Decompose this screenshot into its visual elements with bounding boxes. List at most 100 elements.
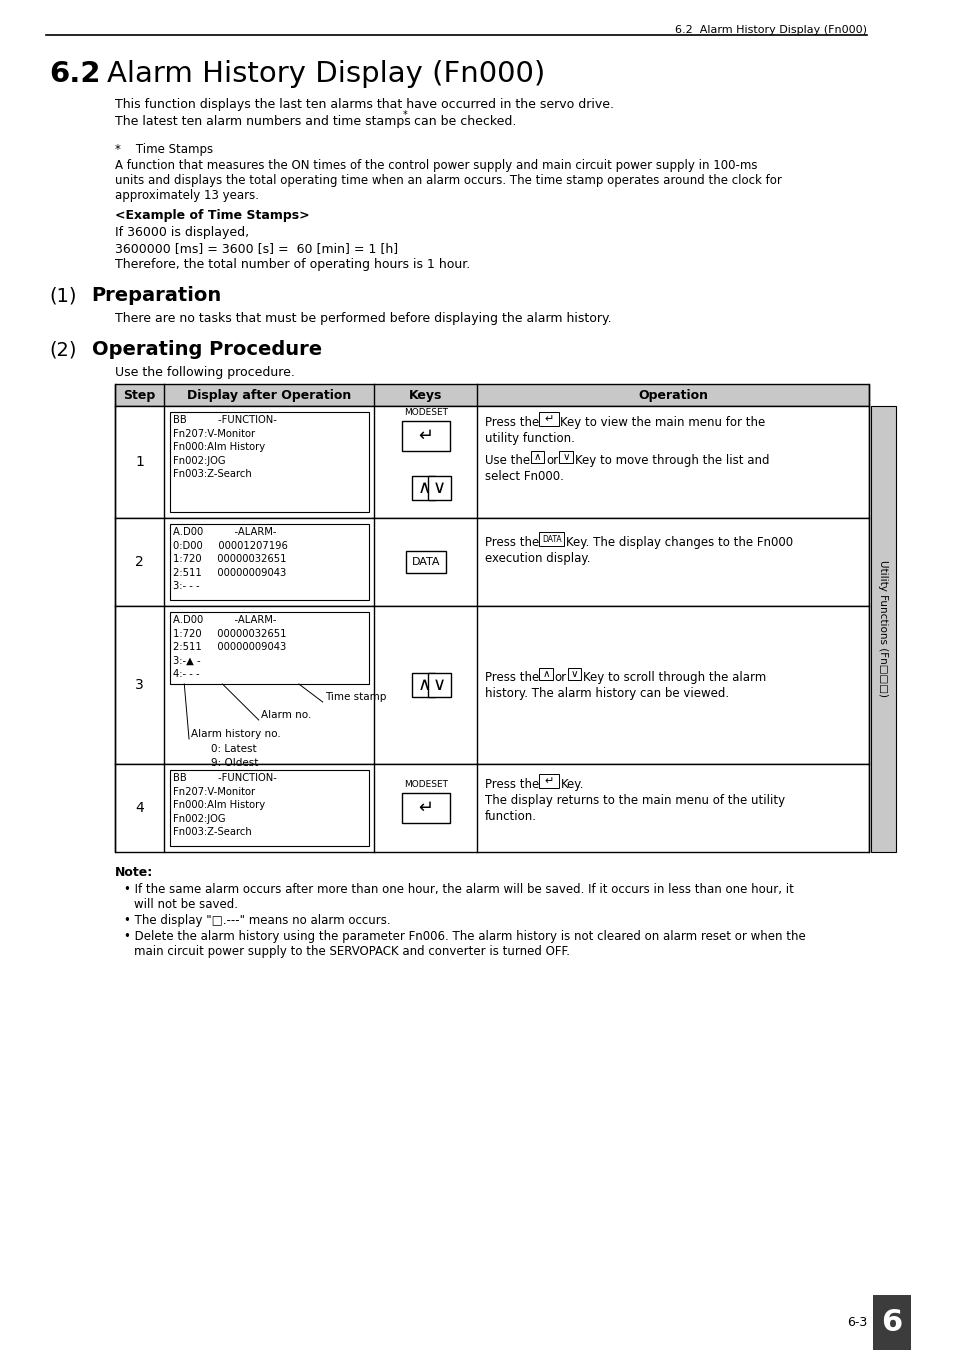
Text: 6.2: 6.2 xyxy=(50,59,101,88)
Text: 1: 1 xyxy=(134,455,144,468)
Text: ∧: ∧ xyxy=(416,676,430,694)
Text: Key to view the main menu for the: Key to view the main menu for the xyxy=(559,416,765,429)
Bar xyxy=(170,524,368,599)
Text: 6: 6 xyxy=(881,1308,902,1336)
Text: *    Time Stamps: * Time Stamps xyxy=(114,143,213,157)
Text: Press the: Press the xyxy=(484,416,538,429)
Text: A.D00          -ALARM-
0:D00     00001207196
1:720     00000032651
2:511     000: A.D00 -ALARM- 0:D00 00001207196 1:720 00… xyxy=(172,526,288,591)
Text: (2): (2) xyxy=(50,340,77,359)
Text: Press the: Press the xyxy=(484,671,538,684)
Text: Step: Step xyxy=(123,389,155,401)
Bar xyxy=(114,606,868,764)
Text: Alarm history no.: Alarm history no. xyxy=(191,729,280,738)
Text: Key.: Key. xyxy=(559,778,583,791)
Text: utility function.: utility function. xyxy=(484,432,575,446)
Text: can be checked.: can be checked. xyxy=(409,115,516,128)
Bar xyxy=(401,421,449,451)
Text: BB          -FUNCTION-
Fn207:V-Monitor
Fn000:Alm History
Fn002:JOG
Fn003:Z-Searc: BB -FUNCTION- Fn207:V-Monitor Fn000:Alm … xyxy=(172,774,276,837)
Text: ↵: ↵ xyxy=(417,799,433,817)
Text: This function displays the last ten alarms that have occurred in the servo drive: This function displays the last ten alar… xyxy=(114,99,613,111)
Bar xyxy=(114,383,868,406)
Text: 3: 3 xyxy=(135,678,144,693)
Text: Note:: Note: xyxy=(114,865,152,879)
Text: MODESET: MODESET xyxy=(403,780,447,788)
Bar xyxy=(538,774,558,788)
Text: Display after Operation: Display after Operation xyxy=(187,389,351,401)
Text: 2: 2 xyxy=(135,555,144,568)
Text: function.: function. xyxy=(484,810,537,824)
Text: Key. The display changes to the Fn000: Key. The display changes to the Fn000 xyxy=(565,536,793,549)
Text: Therefore, the total number of operating hours is 1 hour.: Therefore, the total number of operating… xyxy=(114,258,469,271)
Text: 4: 4 xyxy=(135,801,144,815)
Text: • Delete the alarm history using the parameter Fn006. The alarm history is not c: • Delete the alarm history using the par… xyxy=(124,930,805,944)
Text: units and displays the total operating time when an alarm occurs. The time stamp: units and displays the total operating t… xyxy=(114,174,781,188)
Text: 9: Oldest: 9: Oldest xyxy=(211,757,258,768)
Text: The latest ten alarm numbers and time stamps: The latest ten alarm numbers and time st… xyxy=(114,115,410,128)
Text: will not be saved.: will not be saved. xyxy=(133,898,237,911)
Bar xyxy=(412,674,435,697)
Text: 0: Latest: 0: Latest xyxy=(211,744,256,755)
Bar xyxy=(170,612,368,684)
Text: ↵: ↵ xyxy=(544,776,553,786)
Text: Press the: Press the xyxy=(484,778,538,791)
Text: BB          -FUNCTION-
Fn207:V-Monitor
Fn000:Alm History
Fn002:JOG
Fn003:Z-Searc: BB -FUNCTION- Fn207:V-Monitor Fn000:Alm … xyxy=(172,414,276,479)
Text: ↵: ↵ xyxy=(544,414,553,424)
Text: 6-3: 6-3 xyxy=(846,1315,866,1328)
Text: ∨: ∨ xyxy=(561,452,569,462)
Text: ↵: ↵ xyxy=(417,427,433,446)
Bar xyxy=(412,477,435,500)
Text: Time stamp: Time stamp xyxy=(324,693,386,702)
Bar xyxy=(558,451,572,463)
Text: *: * xyxy=(402,109,407,120)
Bar xyxy=(427,477,450,500)
Text: Operation: Operation xyxy=(638,389,707,401)
Text: ∨: ∨ xyxy=(570,670,578,679)
Text: ∧: ∧ xyxy=(533,452,540,462)
Text: DATA: DATA xyxy=(541,535,561,544)
Text: Utility Functions (Fn□□□): Utility Functions (Fn□□□) xyxy=(878,560,887,698)
Text: A function that measures the ON times of the control power supply and main circu: A function that measures the ON times of… xyxy=(114,159,757,171)
Bar xyxy=(427,674,450,697)
Bar xyxy=(401,792,449,824)
Text: If 36000 is displayed,: If 36000 is displayed, xyxy=(114,225,249,239)
Text: ∧: ∧ xyxy=(541,670,549,679)
Text: Use the: Use the xyxy=(484,454,530,467)
Text: Alarm no.: Alarm no. xyxy=(260,710,311,720)
Bar xyxy=(870,406,895,852)
Bar xyxy=(170,769,368,846)
Bar xyxy=(170,412,368,512)
Bar xyxy=(114,764,868,852)
Text: 3600000 [ms] = 3600 [s] =  60 [min] = 1 [h]: 3600000 [ms] = 3600 [s] = 60 [min] = 1 [… xyxy=(114,242,397,255)
Text: ∨: ∨ xyxy=(432,479,445,497)
Text: ∧: ∧ xyxy=(416,479,430,497)
Text: Operating Procedure: Operating Procedure xyxy=(91,340,321,359)
Text: Preparation: Preparation xyxy=(91,286,222,305)
Bar xyxy=(538,412,558,427)
Text: Keys: Keys xyxy=(409,389,442,401)
Text: (1): (1) xyxy=(50,286,77,305)
Text: A.D00          -ALARM-
1:720     00000032651
2:511     00000009043
3:-▲ -
4:- - : A.D00 -ALARM- 1:720 00000032651 2:511 00… xyxy=(172,616,286,679)
Text: approximately 13 years.: approximately 13 years. xyxy=(114,189,258,202)
Bar xyxy=(114,518,868,606)
Bar xyxy=(114,406,868,518)
Text: or: or xyxy=(554,671,566,684)
Bar xyxy=(530,451,543,463)
Text: The display returns to the main menu of the utility: The display returns to the main menu of … xyxy=(484,794,784,807)
Text: Press the: Press the xyxy=(484,536,538,549)
Text: • The display "□.---" means no alarm occurs.: • The display "□.---" means no alarm occ… xyxy=(124,914,391,927)
Text: execution display.: execution display. xyxy=(484,552,590,566)
Text: Alarm History Display (Fn000): Alarm History Display (Fn000) xyxy=(107,59,544,88)
Bar xyxy=(538,532,563,545)
Text: Key to scroll through the alarm: Key to scroll through the alarm xyxy=(582,671,766,684)
Text: ∨: ∨ xyxy=(432,676,445,694)
Bar xyxy=(567,668,580,680)
Text: Key to move through the list and: Key to move through the list and xyxy=(574,454,768,467)
Text: There are no tasks that must be performed before displaying the alarm history.: There are no tasks that must be performe… xyxy=(114,312,611,325)
Text: DATA: DATA xyxy=(411,558,439,567)
Bar xyxy=(538,668,552,680)
Text: history. The alarm history can be viewed.: history. The alarm history can be viewed… xyxy=(484,687,728,701)
Text: main circuit power supply to the SERVOPACK and converter is turned OFF.: main circuit power supply to the SERVOPA… xyxy=(133,945,569,958)
Text: Use the following procedure.: Use the following procedure. xyxy=(114,366,294,379)
Text: MODESET: MODESET xyxy=(403,408,447,417)
Text: select Fn000.: select Fn000. xyxy=(484,470,563,483)
